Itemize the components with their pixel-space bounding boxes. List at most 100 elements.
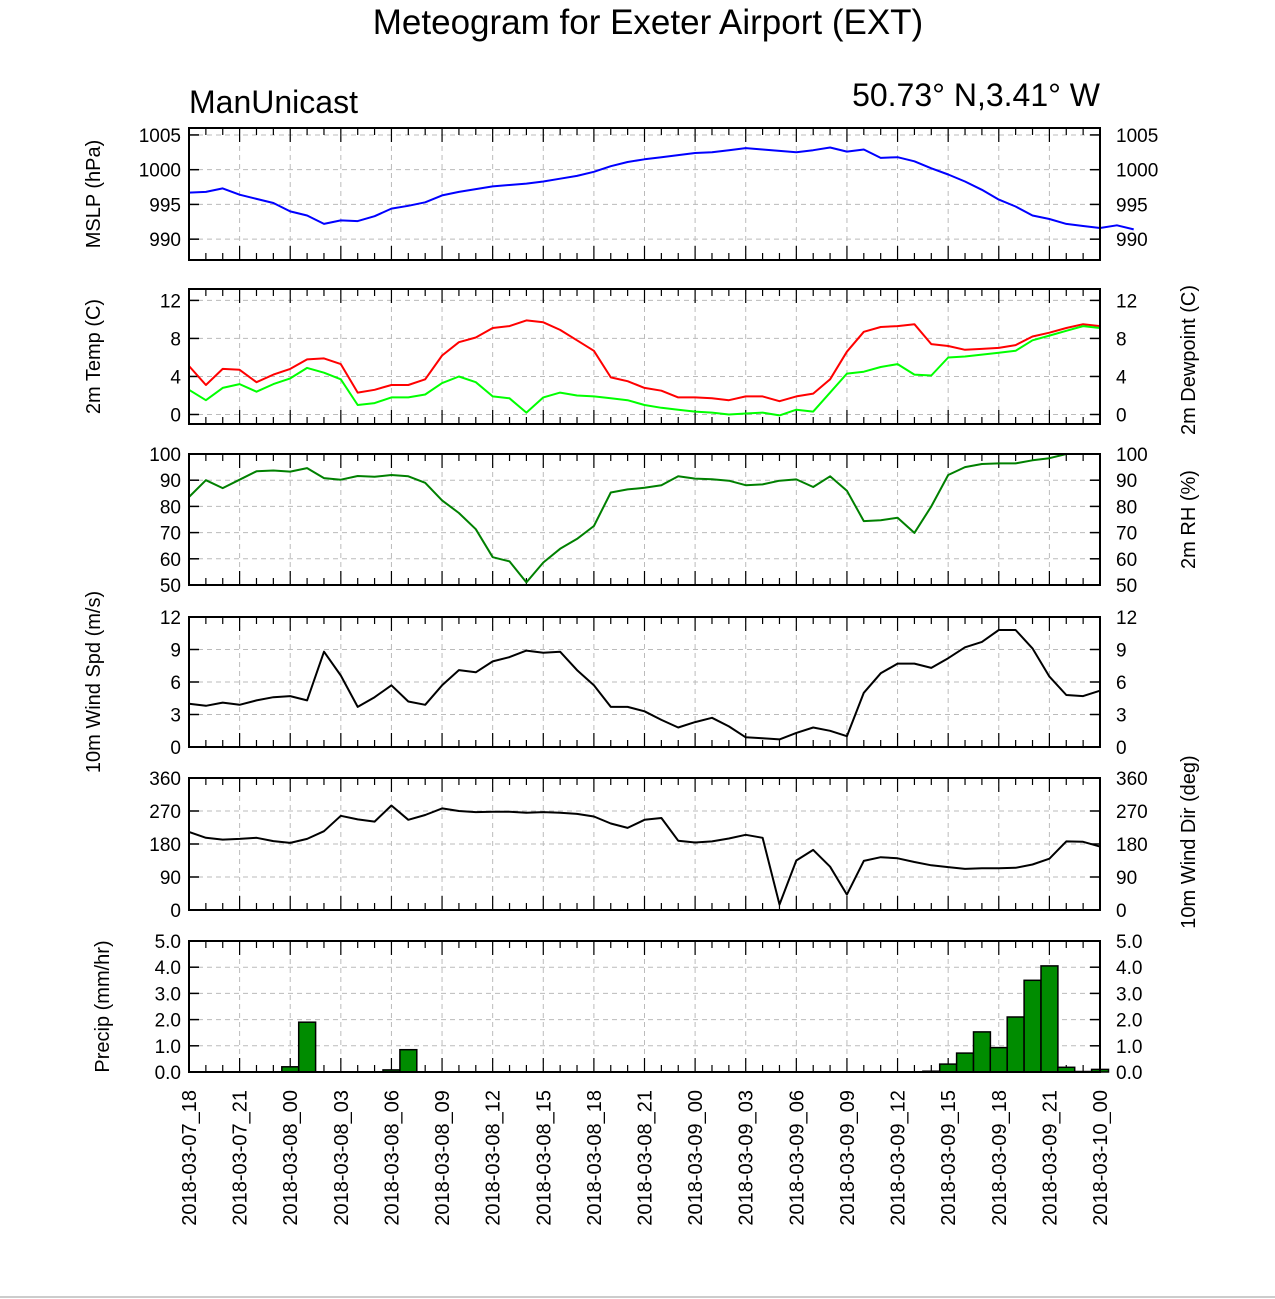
y-axis-label-right: 2m Dewpoint (C) <box>1178 285 1200 435</box>
x-tick-label: 2018-03-09_15 <box>938 1090 960 1226</box>
series-line-0-0 <box>188 146 1134 231</box>
y-tick-label-right: 50 <box>1116 576 1137 597</box>
y-tick-label-right: 995 <box>1116 195 1148 216</box>
panel-frame <box>188 616 1101 748</box>
y-tick-label-right: 60 <box>1116 550 1137 571</box>
x-tick-label: 2018-03-08_00 <box>280 1090 302 1226</box>
x-tick-label: 2018-03-09_21 <box>1039 1090 1061 1226</box>
y-tick-label-right: 100 <box>1116 445 1148 466</box>
x-tick-label: 2018-03-08_06 <box>381 1090 403 1226</box>
x-tick-label: 2018-03-09_12 <box>888 1090 910 1226</box>
panel-5 <box>188 940 1110 1073</box>
x-tick-label: 2018-03-07_18 <box>179 1090 201 1226</box>
y-tick-label-left: 3.0 <box>155 984 181 1005</box>
y-tick-label-right: 12 <box>1116 608 1137 629</box>
y-tick-label-right: 0 <box>1116 901 1127 922</box>
x-tick-label: 2018-03-09_03 <box>736 1090 758 1226</box>
y-tick-label-right: 990 <box>1116 230 1148 251</box>
y-tick-label-right: 4.0 <box>1116 958 1142 979</box>
panel-2 <box>188 453 1101 586</box>
y-tick-label-right: 1000 <box>1116 161 1158 182</box>
y-tick-label-left: 270 <box>149 802 181 823</box>
y-tick-label-left: 12 <box>160 608 181 629</box>
y-tick-label-left: 90 <box>160 471 181 492</box>
y-tick-label-left: 1000 <box>139 161 181 182</box>
y-tick-label-right: 180 <box>1116 835 1148 856</box>
chart-title: Meteogram for Exeter Airport (EXT) <box>373 3 923 42</box>
precip-bar <box>1006 1016 1025 1073</box>
precip-bar <box>1023 979 1042 1073</box>
panel-frame <box>188 940 1101 1073</box>
panel-frame <box>188 288 1101 425</box>
y-axis-label-left: 10m Wind Spd (m/s) <box>83 591 105 773</box>
series-line-4-0 <box>188 804 1101 906</box>
y-axis-label-right: 10m Wind Dir (deg) <box>1178 755 1200 928</box>
panel-frame <box>188 777 1101 911</box>
y-axis-label-left: Precip (mm/hr) <box>92 940 114 1072</box>
precip-bar <box>297 1021 317 1073</box>
series-line-2-0 <box>188 453 1100 584</box>
y-tick-label-right: 0 <box>1116 405 1127 426</box>
y-tick-label-right: 3.0 <box>1116 984 1142 1005</box>
y-tick-label-left: 0 <box>170 738 181 759</box>
panel-1 <box>188 288 1101 425</box>
y-tick-label-left: 12 <box>160 291 181 312</box>
x-tick-label: 2018-03-08_15 <box>533 1090 555 1226</box>
x-tick-label: 2018-03-08_18 <box>584 1090 606 1226</box>
y-axis-label-left: MSLP (hPa) <box>83 140 105 249</box>
precip-bar <box>989 1046 1008 1073</box>
x-tick-label: 2018-03-08_03 <box>331 1090 353 1226</box>
panel-0 <box>188 127 1134 261</box>
x-tick-label: 2018-03-08_12 <box>483 1090 505 1226</box>
y-tick-label-left: 180 <box>149 835 181 856</box>
panel-frame <box>188 127 1101 261</box>
y-tick-label-left: 4.0 <box>155 958 181 979</box>
x-tick-label: 2018-03-09_09 <box>837 1090 859 1226</box>
y-tick-label-left: 100 <box>149 445 181 466</box>
location-label: 50.73° N,3.41° W <box>852 77 1101 113</box>
y-tick-label-right: 80 <box>1116 497 1137 518</box>
y-tick-label-left: 8 <box>170 329 181 350</box>
y-tick-label-left: 995 <box>149 195 181 216</box>
precip-bar <box>938 1063 958 1073</box>
y-tick-label-right: 1.0 <box>1116 1037 1142 1058</box>
y-tick-label-left: 360 <box>149 769 181 790</box>
y-axis-label-left: 2m Temp (C) <box>83 299 105 414</box>
y-tick-label-right: 4 <box>1116 367 1127 388</box>
y-tick-label-left: 0 <box>170 901 181 922</box>
x-tick-label: 2018-03-07_21 <box>230 1090 252 1226</box>
y-tick-label-left: 6 <box>170 673 181 694</box>
panel-4 <box>188 777 1101 911</box>
y-tick-label-left: 0.0 <box>155 1063 181 1084</box>
y-tick-label-right: 90 <box>1116 471 1137 492</box>
y-tick-label-right: 90 <box>1116 868 1137 889</box>
y-tick-label-left: 1005 <box>139 126 181 147</box>
y-tick-label-right: 360 <box>1116 769 1148 790</box>
precip-bar <box>955 1052 975 1073</box>
x-tick-label: 2018-03-09_06 <box>786 1090 808 1226</box>
y-tick-label-left: 50 <box>160 576 181 597</box>
y-tick-label-left: 60 <box>160 550 181 571</box>
y-tick-label-right: 6 <box>1116 673 1127 694</box>
y-tick-label-right: 12 <box>1116 291 1137 312</box>
x-tick-label: 2018-03-09_00 <box>685 1090 707 1226</box>
x-tick-label: 2018-03-08_09 <box>432 1090 454 1226</box>
series-line-3-0 <box>188 629 1101 741</box>
y-tick-label-right: 70 <box>1116 524 1137 545</box>
y-tick-label-left: 80 <box>160 497 181 518</box>
y-tick-label-left: 4 <box>170 367 181 388</box>
series-line-1-1 <box>188 325 1101 417</box>
y-tick-label-right: 9 <box>1116 641 1127 662</box>
y-tick-label-right: 0 <box>1116 738 1127 759</box>
precip-bar <box>972 1031 992 1073</box>
y-tick-label-right: 1005 <box>1116 126 1158 147</box>
y-tick-label-right: 270 <box>1116 802 1148 823</box>
precip-bar <box>399 1048 418 1073</box>
y-tick-label-left: 9 <box>170 641 181 662</box>
y-tick-label-left: 0 <box>170 405 181 426</box>
y-tick-label-right: 3 <box>1116 706 1127 727</box>
panel-3 <box>188 616 1101 748</box>
y-tick-label-right: 2.0 <box>1116 1011 1142 1032</box>
y-tick-label-right: 0.0 <box>1116 1063 1142 1084</box>
